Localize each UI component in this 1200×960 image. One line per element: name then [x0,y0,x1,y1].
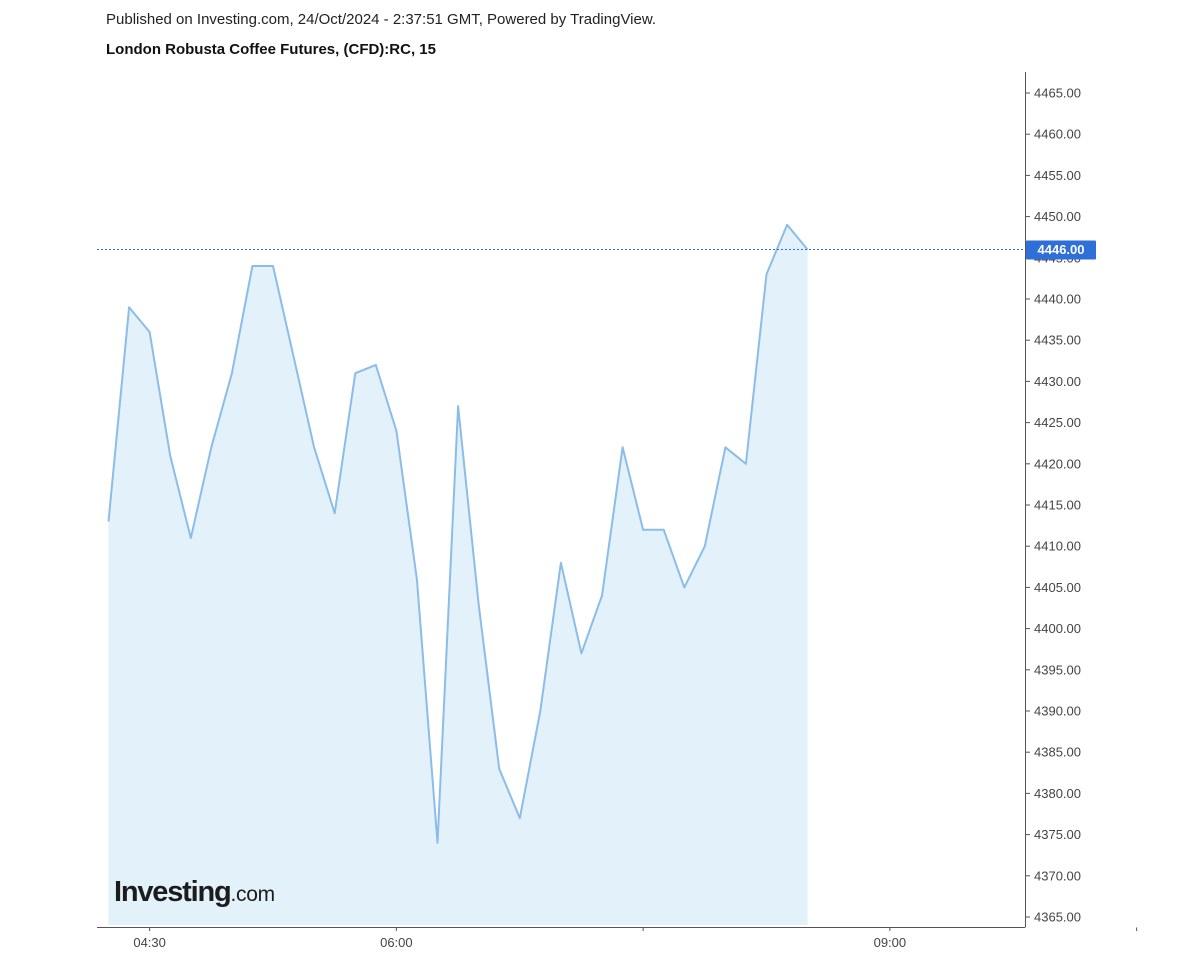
y-tick-label: 4370.00 [1034,868,1081,883]
axis-layer: 4365.00 4370.00 4375.00 4380.00 4385.00 4390.… [97,72,1138,950]
y-tick-label: 4440.00 [1034,292,1081,307]
chart-title: London Robusta Coffee Futures, (CFD):RC,… [106,41,436,58]
x-tick-label: 04:30 [133,935,166,950]
y-tick-label: 4430.00 [1034,374,1081,389]
y-tick-label: 4415.00 [1034,498,1081,513]
area-fill [108,224,808,926]
y-tick-label: 4390.00 [1034,704,1081,719]
y-tick-label: 4375.00 [1034,827,1081,842]
logo-brand: Investing [114,876,232,908]
y-tick-label: 4420.00 [1034,456,1081,471]
y-tick-label: 4395.00 [1034,662,1081,677]
x-tick-label: 06:00 [380,935,413,950]
y-tick-label: 4385.00 [1034,745,1081,760]
y-tick-label: 4450.00 [1034,209,1081,224]
published-note: Published on Investing.com, 24/Oct/2024 … [106,11,657,28]
last-price-label: 4446.00 [1038,242,1085,257]
series-line [107,223,809,844]
y-tick-label: 4400.00 [1034,621,1081,636]
x-tick-label: 09:00 [874,935,907,950]
area-layer [107,223,809,926]
y-tick-label: 4455.00 [1034,168,1081,183]
y-tick-label: 4410.00 [1034,539,1081,554]
last-price-layer: 4446.00 [97,240,1096,260]
y-tick-label: 4465.00 [1034,86,1081,101]
y-tick-label: 4435.00 [1034,333,1081,348]
investing-logo: Investing.com [114,876,275,909]
y-tick-label: 4460.00 [1034,127,1081,142]
y-tick-label: 4380.00 [1034,786,1081,801]
logo-suffix: .com [230,883,276,906]
y-tick-label: 4425.00 [1034,415,1081,430]
y-tick-label: 4405.00 [1034,580,1081,595]
last-price-badge [1026,240,1096,260]
y-tick-label: 4365.00 [1034,910,1081,925]
